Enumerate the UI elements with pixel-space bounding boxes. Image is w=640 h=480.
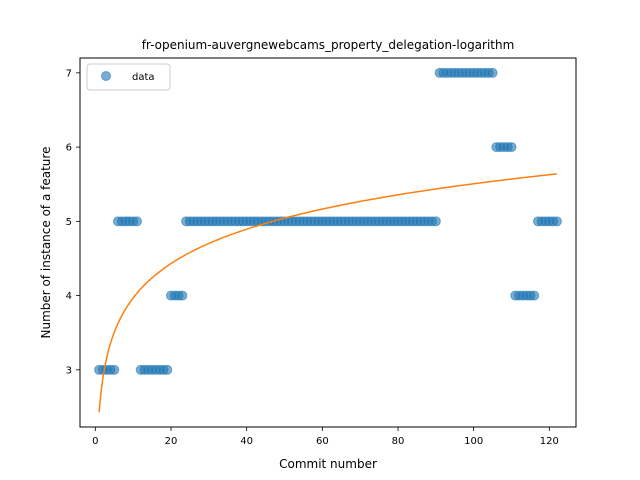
data-point [177,290,188,301]
x-axis-label: Commit number [279,457,377,471]
y-tick-label: 7 [66,68,72,79]
y-tick-label: 4 [66,291,72,302]
x-tick-label: 0 [92,436,98,447]
x-tick-label: 40 [240,436,253,447]
data-point [131,216,142,227]
data-point [551,216,562,227]
x-tick-label: 80 [392,436,405,447]
data-point [430,216,441,227]
chart-title: fr-openium-auvergnewebcams_property_dele… [142,38,515,52]
plot-area [94,67,562,413]
x-tick-label: 20 [165,436,178,447]
y-tick-label: 5 [66,217,72,228]
data-point [162,364,173,375]
data-point [506,142,517,153]
x-tick-label: 120 [540,436,559,447]
x-tick-label: 100 [464,436,483,447]
data-point [109,364,120,375]
legend-box [86,63,171,91]
y-tick-label: 6 [66,143,72,154]
y-tick-label: 3 [66,365,72,376]
y-axis: 3 4 5 6 7 [66,68,80,376]
y-axis-label: Number of instance of a feature [39,147,53,339]
axes-frame [79,57,577,428]
x-tick-label: 60 [316,436,329,447]
data-point [529,290,540,301]
legend-label-data: data [132,72,155,83]
legend: data [86,63,171,91]
legend-marker [101,71,111,81]
data-point [487,67,498,78]
x-axis: 0 20 40 60 80 100 120 [92,427,559,447]
fit-curve [98,173,557,413]
